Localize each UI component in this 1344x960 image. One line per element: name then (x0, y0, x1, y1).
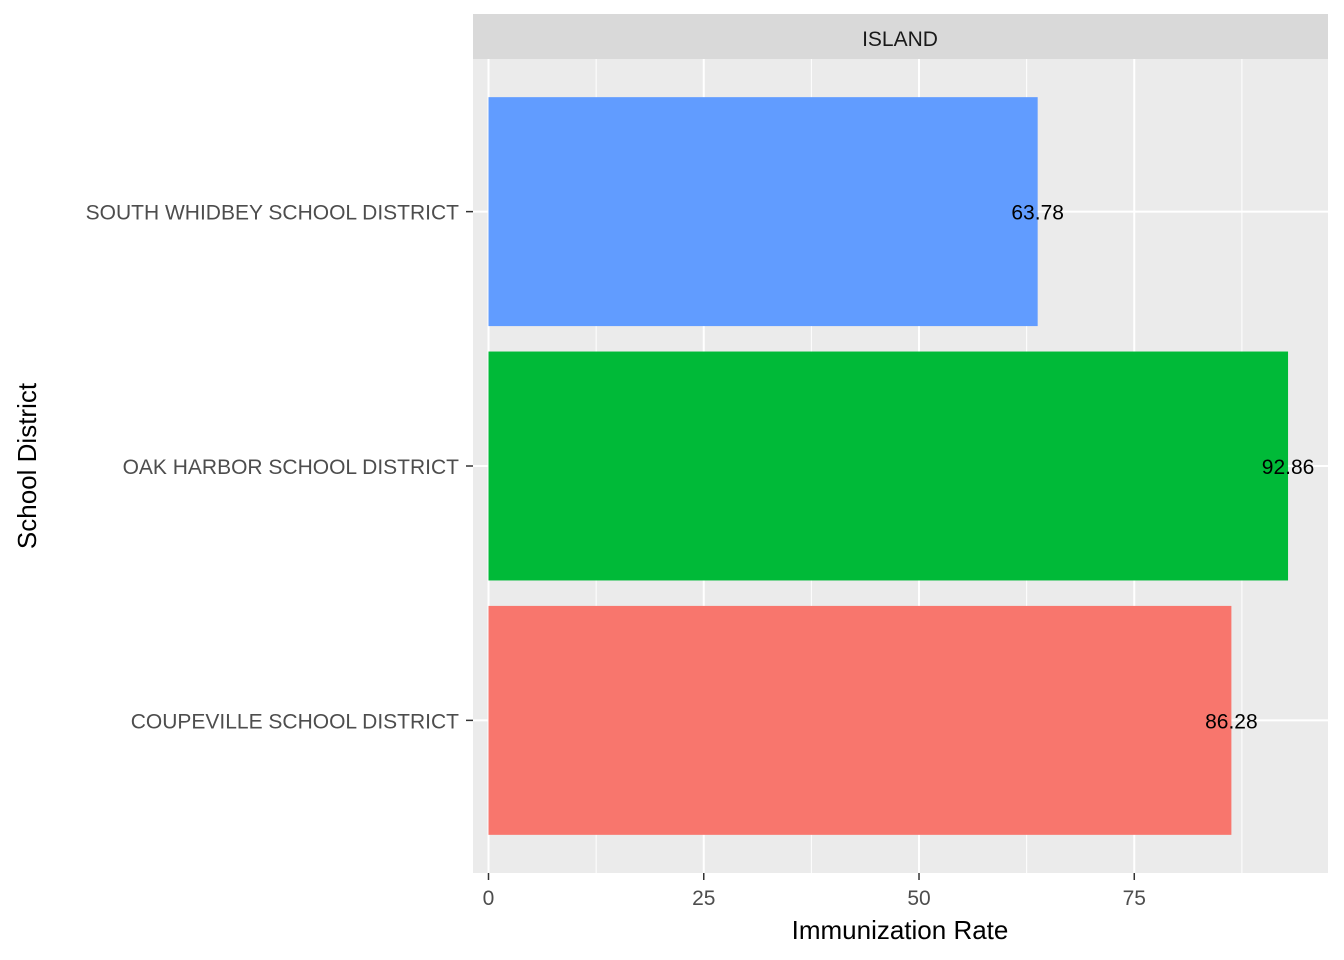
bar (488, 605, 1232, 835)
x-tick-label: 50 (907, 887, 930, 910)
x-axis: 0 25 50 75 (483, 873, 1146, 910)
x-tick-label: 75 (1123, 887, 1146, 910)
x-axis-title: Immunization Rate (792, 915, 1009, 945)
x-tick-label: 25 (692, 887, 715, 910)
y-axis-title: School District (12, 382, 42, 549)
y-tick-label: OAK HARBOR SCHOOL DISTRICT (123, 456, 460, 479)
facet-strip-label: ISLAND (862, 28, 938, 51)
y-axis: COUPEVILLE SCHOOL DISTRICT OAK HARBOR SCH… (86, 202, 473, 733)
bar (488, 351, 1289, 581)
bar-value-label: 92.86 (1262, 456, 1315, 479)
bar (488, 97, 1038, 327)
bars (488, 97, 1289, 835)
y-tick-label: COUPEVILLE SCHOOL DISTRICT (131, 710, 459, 733)
y-tick-label: SOUTH WHIDBEY SCHOOL DISTRICT (86, 202, 460, 225)
facet-strip (473, 14, 1328, 59)
x-tick-label: 0 (483, 887, 495, 910)
bar-value-label: 86.28 (1205, 710, 1258, 733)
bar-value-label: 63.78 (1011, 202, 1064, 225)
bar-labels: 86.28 92.86 63.78 (1011, 202, 1314, 734)
